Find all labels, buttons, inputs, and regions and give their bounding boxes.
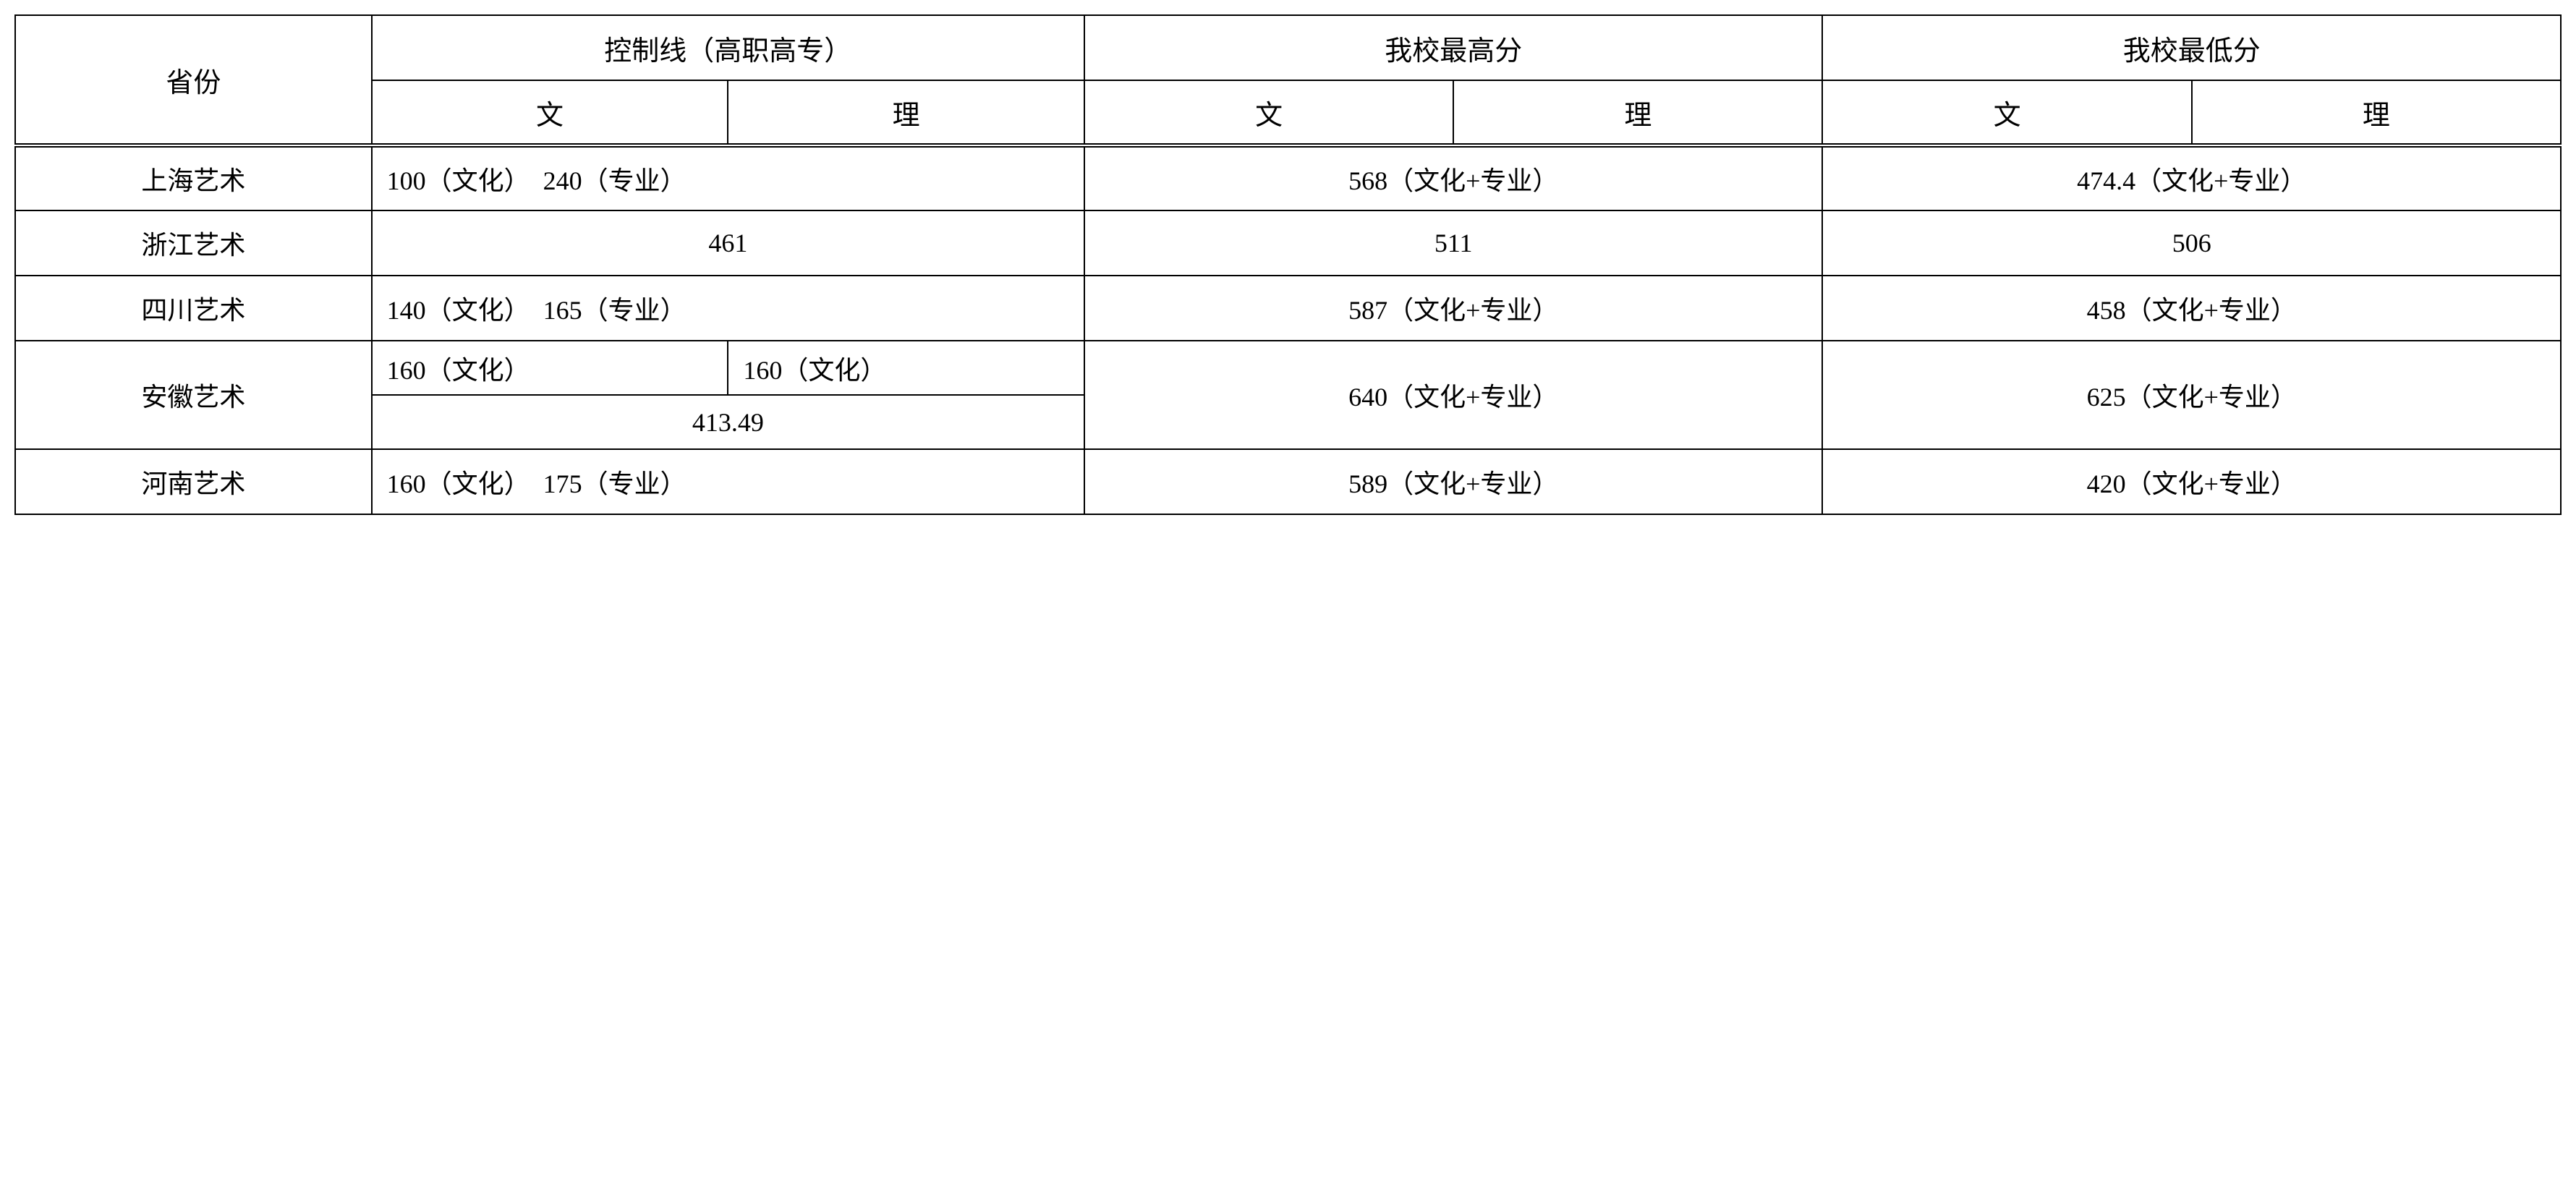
header-highest-li: 理 <box>1453 80 1822 145</box>
cell-sichuan-control: 140（文化） 165（专业） <box>372 276 1084 341</box>
header-lowest-li: 理 <box>2192 80 2561 145</box>
cell-anhui-control-wen: 160（文化） <box>372 341 728 395</box>
header-highest-wen: 文 <box>1084 80 1453 145</box>
cell-zhejiang-highest: 511 <box>1084 210 1823 276</box>
cell-henan-name: 河南艺术 <box>15 449 372 514</box>
row-zhejiang: 浙江艺术 461 511 506 <box>15 210 2561 276</box>
cell-shanghai-name: 上海艺术 <box>15 145 372 210</box>
header-lowest: 我校最低分 <box>1822 15 2561 80</box>
cell-zhejiang-lowest: 506 <box>1822 210 2561 276</box>
cell-henan-control: 160（文化） 175（专业） <box>372 449 1084 514</box>
header-row-2: 文 理 文 理 文 理 <box>15 80 2561 145</box>
header-highest: 我校最高分 <box>1084 15 1823 80</box>
cell-sichuan-highest: 587（文化+专业） <box>1084 276 1823 341</box>
cell-henan-highest: 589（文化+专业） <box>1084 449 1823 514</box>
cell-shanghai-highest: 568（文化+专业） <box>1084 145 1823 210</box>
cell-anhui-name: 安徽艺术 <box>15 341 372 449</box>
cell-anhui-control-li: 160（文化） <box>728 341 1084 395</box>
cell-anhui-control-bottom: 413.49 <box>372 395 1084 449</box>
cell-henan-lowest: 420（文化+专业） <box>1822 449 2561 514</box>
header-control-line: 控制线（高职高专） <box>372 15 1084 80</box>
header-control-li: 理 <box>728 80 1084 145</box>
cell-zhejiang-name: 浙江艺术 <box>15 210 372 276</box>
row-sichuan: 四川艺术 140（文化） 165（专业） 587（文化+专业） 458（文化+专… <box>15 276 2561 341</box>
header-row-1: 省份 控制线（高职高专） 我校最高分 我校最低分 <box>15 15 2561 80</box>
cell-zhejiang-control: 461 <box>372 210 1084 276</box>
cell-shanghai-control: 100（文化） 240（专业） <box>372 145 1084 210</box>
cell-sichuan-lowest: 458（文化+专业） <box>1822 276 2561 341</box>
header-lowest-wen: 文 <box>1822 80 2191 145</box>
header-province: 省份 <box>15 15 372 145</box>
admission-scores-table: 省份 控制线（高职高专） 我校最高分 我校最低分 文 理 文 理 文 理 上海艺… <box>14 14 2562 515</box>
cell-sichuan-name: 四川艺术 <box>15 276 372 341</box>
cell-shanghai-lowest: 474.4（文化+专业） <box>1822 145 2561 210</box>
row-shanghai: 上海艺术 100（文化） 240（专业） 568（文化+专业） 474.4（文化… <box>15 145 2561 210</box>
header-control-wen: 文 <box>372 80 728 145</box>
cell-anhui-lowest: 625（文化+专业） <box>1822 341 2561 449</box>
row-anhui-top: 安徽艺术 160（文化） 160（文化） 640（文化+专业） 625（文化+专… <box>15 341 2561 395</box>
cell-anhui-highest: 640（文化+专业） <box>1084 341 1823 449</box>
row-henan: 河南艺术 160（文化） 175（专业） 589（文化+专业） 420（文化+专… <box>15 449 2561 514</box>
